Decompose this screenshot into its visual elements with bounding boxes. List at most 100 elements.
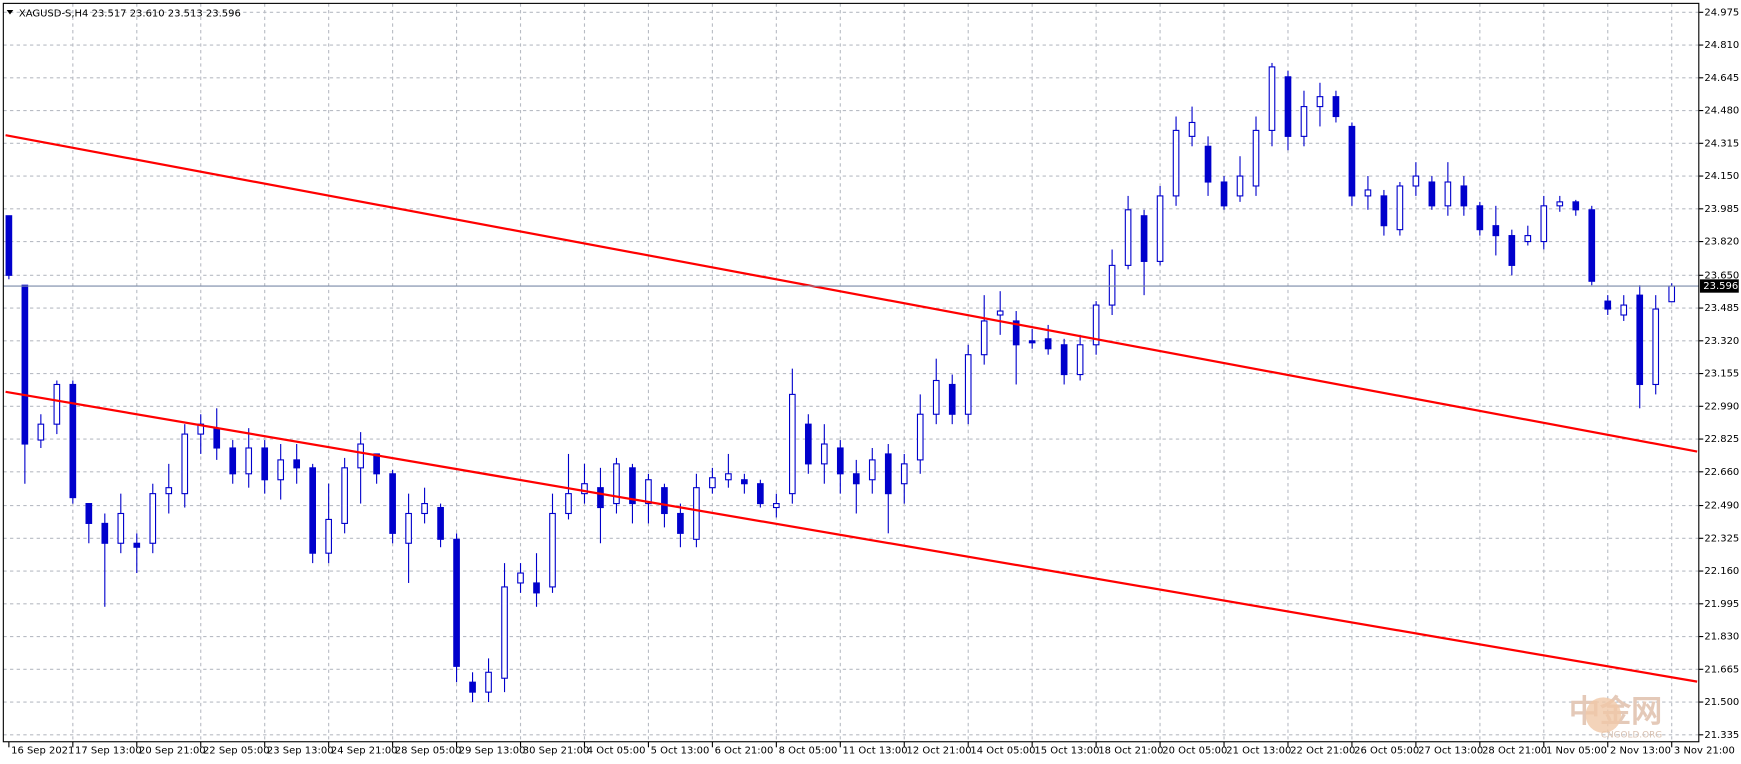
trend-line (5, 390, 1698, 683)
candle-body (485, 671, 492, 693)
candle-body (277, 459, 285, 481)
candle-body (1524, 235, 1532, 243)
y-tick-label: 23.485 (1704, 303, 1739, 314)
y-tick-label: 23.820 (1704, 237, 1739, 248)
candle-body (357, 443, 364, 469)
x-tick-label: 11 Oct 13:00 (843, 746, 908, 757)
candle-body (1476, 205, 1484, 231)
trend-line (5, 134, 1698, 453)
candle-body (1092, 304, 1100, 346)
x-tick-label: 21 Oct 13:00 (1226, 746, 1291, 757)
candle-body (900, 463, 908, 485)
y-tick-label: 22.325 (1704, 533, 1739, 544)
candle-body (1364, 189, 1372, 197)
candle-body (5, 215, 13, 276)
candle-body (1428, 181, 1436, 207)
y-tick-label: 24.315 (1704, 138, 1739, 149)
candle-body (181, 433, 189, 495)
candle-body (757, 483, 764, 505)
y-tick-label: 23.320 (1704, 336, 1739, 347)
candle-body (117, 512, 125, 544)
candle-body (948, 383, 956, 415)
y-tick-label: 22.660 (1704, 467, 1739, 478)
x-tick-label: 3 Nov 21:00 (1674, 746, 1735, 757)
candle-body (1044, 338, 1052, 350)
candle-body (1300, 106, 1308, 137)
watermark-logo (1585, 697, 1622, 733)
price-label: 23.596 (1703, 281, 1738, 292)
candle-body (677, 512, 684, 534)
candle-body (645, 479, 652, 505)
candle-body (1236, 175, 1244, 197)
candle-body (693, 487, 700, 540)
candle-body (884, 453, 892, 495)
candle-body (533, 582, 540, 594)
candle-body (916, 413, 924, 461)
candle-body (804, 423, 812, 465)
y-tick-label: 21.500 (1704, 697, 1739, 708)
candle-body (421, 503, 428, 515)
candle-body (773, 503, 780, 509)
candle-body (1444, 181, 1452, 207)
candle-body (581, 483, 588, 495)
candle-body (1604, 300, 1612, 310)
candle-body (980, 320, 988, 356)
candle-body (1252, 129, 1260, 187)
symbol-menu-arrow[interactable] (6, 10, 14, 15)
candle-body (405, 512, 412, 544)
candle-body (1284, 76, 1292, 137)
candle-body (149, 493, 157, 544)
y-tick-label: 24.645 (1704, 73, 1739, 84)
candle-body (1332, 96, 1340, 118)
y-tick-label: 21.995 (1704, 599, 1739, 610)
candle-body (1508, 235, 1516, 266)
candle-body (261, 447, 269, 481)
y-tick-label: 22.990 (1704, 401, 1739, 412)
watermark-sub: CNGOLD.ORG (1601, 731, 1662, 741)
candle-body (1412, 175, 1420, 187)
candle-body (1012, 320, 1020, 346)
candle-body (133, 542, 141, 548)
candle-body (1460, 185, 1468, 207)
x-tick-label: 12 Oct 21:00 (906, 746, 971, 757)
x-tick-label: 22 Sep 05:00 (203, 746, 270, 757)
candle-body (868, 459, 876, 481)
x-tick-label: 4 Oct 05:00 (587, 746, 646, 757)
x-tick-label: 30 Sep 21:00 (523, 746, 590, 757)
candle-body (709, 477, 716, 489)
plot-layer (3, 62, 1699, 703)
candle-body (437, 506, 444, 540)
y-tick-label: 24.975 (1704, 7, 1739, 18)
x-tick-label: 20 Sep 21:00 (139, 746, 206, 757)
candle-body (69, 383, 77, 499)
candle-body (341, 467, 348, 524)
candle-body (37, 423, 45, 441)
x-tick-label: 15 Oct 13:00 (1034, 746, 1099, 757)
candle-body (1668, 285, 1676, 303)
candle-body (1316, 96, 1324, 108)
candle-body (1140, 215, 1148, 262)
x-tick-label: 18 Oct 21:00 (1098, 746, 1163, 757)
candle-body (1268, 66, 1276, 131)
candle-body (1380, 195, 1388, 227)
candle-body (932, 379, 940, 415)
candle-body (1620, 304, 1628, 316)
candle-body (53, 383, 61, 425)
x-tick-label: 16 Sep 2021 (11, 746, 74, 757)
x-tick-label: 22 Oct 21:00 (1290, 746, 1355, 757)
candle-body (1156, 195, 1164, 262)
candle-body (1060, 344, 1068, 376)
candle-body (85, 503, 93, 524)
x-tick-label: 6 Oct 21:00 (715, 746, 774, 757)
candle-body (820, 443, 828, 465)
candle-body (1492, 225, 1500, 237)
candle-body (1188, 121, 1196, 137)
y-tick-label: 24.480 (1704, 106, 1739, 117)
candle-body (549, 512, 556, 588)
x-tick-label: 17 Sep 13:00 (75, 746, 142, 757)
candle-body (1588, 209, 1596, 282)
candle-body (1572, 201, 1580, 211)
